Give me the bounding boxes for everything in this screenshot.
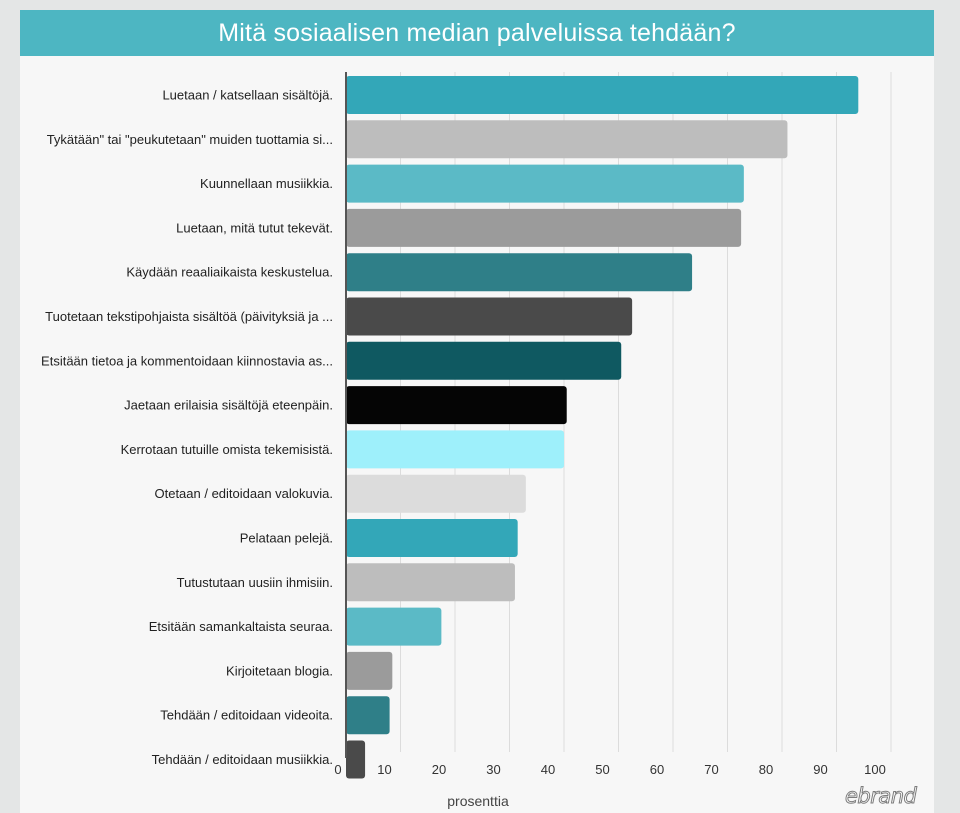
category-label-4: Luetaan, mitä tutut tekevät. [176,220,333,235]
category-label-13: Etsitään samankaltaista seuraa. [149,619,333,634]
bars [346,76,859,779]
x-tick-10: 10 [377,762,391,777]
category-label-9: Kerrotaan tutuille omista tekemisistä. [121,442,333,457]
chart-title: Mitä sosiaalisen median palveluissa tehd… [218,18,736,47]
bar-16 [346,740,366,779]
bar-14 [346,651,393,690]
bar-10 [346,474,526,513]
bar-7 [346,341,622,380]
bar-4 [346,208,742,247]
bar-3 [346,164,744,203]
bar-15 [346,696,390,735]
category-label-12: Tutustutaan uusiin ihmisiin. [177,575,333,590]
category-label-6: Tuotetaan tekstipohjaista sisältöä (päiv… [45,309,333,324]
bar-11 [346,519,518,557]
category-label-8: Jaetaan erilaisia sisältöjä eteenpäin. [124,398,333,413]
category-label-10: Otetaan / editoidaan valokuvia. [154,486,333,501]
x-tick-30: 30 [486,762,500,777]
x-tick-90: 90 [813,762,827,777]
x-tick-20: 20 [432,762,446,777]
x-tick-70: 70 [704,762,718,777]
category-label-15: Tehdään / editoidaan videoita. [160,708,333,723]
x-tick-80: 80 [759,762,773,777]
category-labels: Luetaan / katsellaan sisältöjä. Tykätään"… [41,88,333,768]
category-label-3: Kuunnellaan musiikkia. [200,176,333,191]
category-label-14: Kirjoitetaan blogia. [226,663,333,678]
x-tick-0: 0 [334,762,341,777]
category-label-11: Pelataan pelejä. [240,531,333,546]
category-label-7: Etsitään tietoa ja kommentoidaan kiinnos… [41,353,333,368]
title-bar: Mitä sosiaalisen median palveluissa tehd… [20,10,934,56]
x-tick-40: 40 [541,762,555,777]
x-tick-labels: 0 10 20 30 40 50 60 70 80 90 100 [334,762,885,777]
x-axis-title: prosenttia [447,793,509,809]
category-label-16: Tehdään / editoidaan musiikkia. [152,752,333,767]
bar-13 [346,607,442,646]
x-tick-50: 50 [595,762,609,777]
x-tick-60: 60 [650,762,664,777]
ebrand-logo: ebrand [844,784,917,809]
category-label-1: Luetaan / katsellaan sisältöjä. [162,88,333,103]
bar-1 [346,76,859,114]
bar-8 [346,386,567,425]
category-label-2: Tykätään" tai "peukutetaan" muiden tuott… [47,132,333,147]
bar-6 [346,297,633,336]
bar-9 [346,430,564,469]
category-label-5: Käydään reaaliaikaista keskustelua. [126,265,333,280]
x-tick-100: 100 [864,762,886,777]
bar-5 [346,253,693,292]
bar-12 [346,563,515,602]
bar-2 [346,120,788,159]
